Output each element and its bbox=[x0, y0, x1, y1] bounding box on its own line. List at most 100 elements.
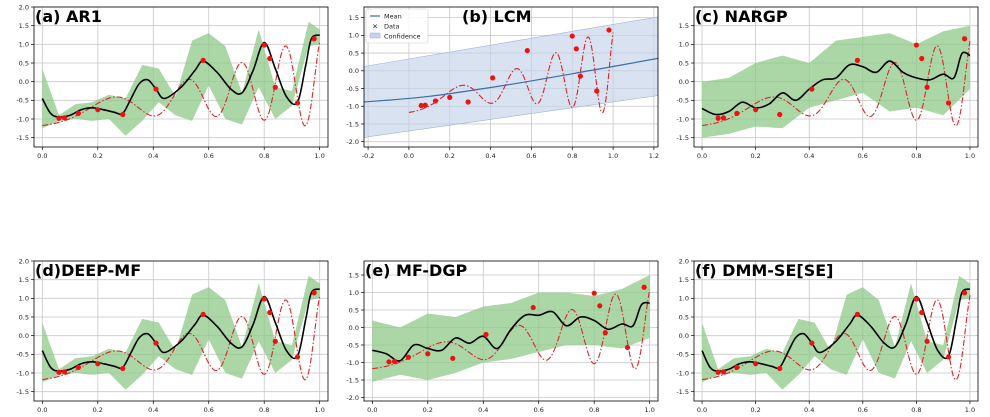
data-point bbox=[591, 290, 597, 296]
legend: Mean × Data Confidence bbox=[365, 8, 429, 44]
data-point bbox=[261, 42, 267, 48]
y-tick-label: -0.5 bbox=[676, 351, 689, 359]
y-tick-label: 1.0 bbox=[349, 289, 359, 297]
y-tick-label: 0.5 bbox=[349, 306, 359, 314]
x-tick-label: 0.8 bbox=[259, 406, 269, 414]
y-tick-label: -0.5 bbox=[346, 341, 359, 349]
data-point bbox=[272, 84, 278, 90]
y-tick-label: 1.0 bbox=[19, 295, 29, 303]
data-point bbox=[267, 55, 273, 62]
y-tick-label: 0.5 bbox=[19, 313, 29, 321]
data-point bbox=[311, 36, 317, 42]
x-tick-label: 0.4 bbox=[804, 152, 814, 160]
mean-line bbox=[701, 288, 971, 372]
y-tick-label: -1.0 bbox=[16, 369, 29, 377]
data-point bbox=[777, 111, 783, 118]
y-tick-label: 1.0 bbox=[349, 32, 359, 40]
y-tick-label: -1.5 bbox=[346, 120, 359, 128]
subplot-3: 0.0 0.2 0.4 0.6 0.8 1.0 -1.5 -1.0 -0.5 0.0 0.5 1.0 1… bbox=[676, 6, 979, 160]
data-point bbox=[606, 27, 612, 33]
data-point bbox=[200, 57, 206, 63]
y-tick-label: -1.0 bbox=[16, 115, 29, 123]
y-tick-label: 0.0 bbox=[679, 332, 689, 340]
data-point bbox=[267, 309, 273, 316]
y-tick-label: -0.5 bbox=[346, 85, 359, 93]
axes-frame bbox=[363, 260, 659, 402]
data-point bbox=[294, 354, 301, 360]
x-tick-label: 0.4 bbox=[485, 152, 495, 160]
y-tick-label: -0.5 bbox=[16, 97, 29, 105]
y-tick-label: 0.0 bbox=[349, 324, 359, 332]
data-point bbox=[734, 110, 740, 116]
x-tick-label: -0.2 bbox=[362, 152, 375, 160]
y-tick-label: 1.0 bbox=[679, 295, 689, 303]
y-tick-label: -1.5 bbox=[676, 388, 689, 396]
y-tick-label: -1.5 bbox=[676, 134, 689, 142]
data-point bbox=[61, 369, 68, 375]
y-tick-label: 2.0 bbox=[19, 3, 29, 11]
subplot-title: (d)DEEP-MF bbox=[35, 261, 141, 280]
plot-area bbox=[364, 16, 658, 138]
x-tick-label: 1.0 bbox=[645, 406, 655, 414]
x-tick-label: 0.0 bbox=[37, 406, 47, 414]
data-point bbox=[75, 110, 81, 116]
y-tick-label: 1.5 bbox=[679, 22, 689, 30]
data-point bbox=[432, 98, 439, 104]
subplot-4: 0.0 0.2 0.4 0.6 0.8 1.0 -1.5 -1.0 -0.5 0.0 0.5 1.0 1… bbox=[16, 257, 329, 414]
true-function-line bbox=[701, 295, 971, 381]
x-tick-label: 0.2 bbox=[750, 152, 760, 160]
data-point bbox=[734, 364, 740, 370]
data-point bbox=[919, 55, 925, 62]
x-tick-label: 0.8 bbox=[259, 152, 269, 160]
data-point bbox=[120, 111, 126, 118]
data-point bbox=[56, 115, 62, 121]
x-tick-label: 0.6 bbox=[204, 406, 214, 414]
y-tick-label: -1.5 bbox=[346, 376, 359, 384]
data-point bbox=[573, 46, 579, 52]
data-point bbox=[753, 361, 759, 367]
x-tick-label: 1.2 bbox=[649, 152, 659, 160]
data-point bbox=[720, 115, 727, 121]
axes-frame bbox=[33, 6, 329, 148]
x-tick-label: 0.2 bbox=[93, 406, 103, 414]
axes-frame bbox=[693, 6, 979, 148]
subplot-6: 0.0 0.2 0.4 0.6 0.8 1.0 -1.5 -1.0 -0.5 0.0 0.5 1.0 1… bbox=[676, 257, 979, 414]
data-point bbox=[465, 99, 471, 105]
legend-label: Data bbox=[384, 22, 400, 30]
x-tick-label: 0.8 bbox=[589, 406, 599, 414]
y-tick-label: 1.5 bbox=[19, 276, 29, 284]
data-point bbox=[391, 358, 398, 365]
plot-area bbox=[41, 275, 321, 390]
data-point bbox=[594, 88, 600, 94]
y-tick-label: -1.0 bbox=[676, 369, 689, 377]
x-tick-label: 1.0 bbox=[315, 406, 325, 414]
data-point bbox=[962, 290, 968, 296]
x-tick-label: 1.0 bbox=[315, 152, 325, 160]
data-point bbox=[200, 311, 206, 317]
data-point bbox=[120, 365, 126, 372]
mean-line bbox=[701, 51, 971, 116]
data-point bbox=[524, 47, 530, 54]
x-tick-label: 0.4 bbox=[148, 406, 158, 414]
data-point bbox=[153, 340, 159, 346]
data-point bbox=[272, 338, 278, 344]
data-point bbox=[715, 369, 721, 375]
plot-area bbox=[41, 21, 321, 136]
plot-area bbox=[701, 275, 971, 390]
confidence-band bbox=[42, 275, 320, 390]
legend-label: Confidence bbox=[384, 32, 421, 40]
y-tick-label: 0.0 bbox=[349, 67, 359, 75]
data-point bbox=[624, 344, 631, 351]
y-tick-label: -1.0 bbox=[346, 103, 359, 111]
confidence-band bbox=[42, 21, 320, 136]
x-tick-label: 0.6 bbox=[858, 152, 868, 160]
true-function-line bbox=[42, 295, 321, 381]
y-tick-label: -2.0 bbox=[346, 394, 359, 402]
data-point bbox=[854, 57, 861, 63]
x-tick-label: 0.6 bbox=[204, 152, 214, 160]
y-tick-label: 0.5 bbox=[349, 49, 359, 57]
legend-label: Mean bbox=[384, 12, 402, 20]
x-tick-label: 0.8 bbox=[567, 152, 577, 160]
subplot-title: (e) MF-DGP bbox=[365, 261, 467, 280]
confidence-band bbox=[702, 25, 970, 138]
